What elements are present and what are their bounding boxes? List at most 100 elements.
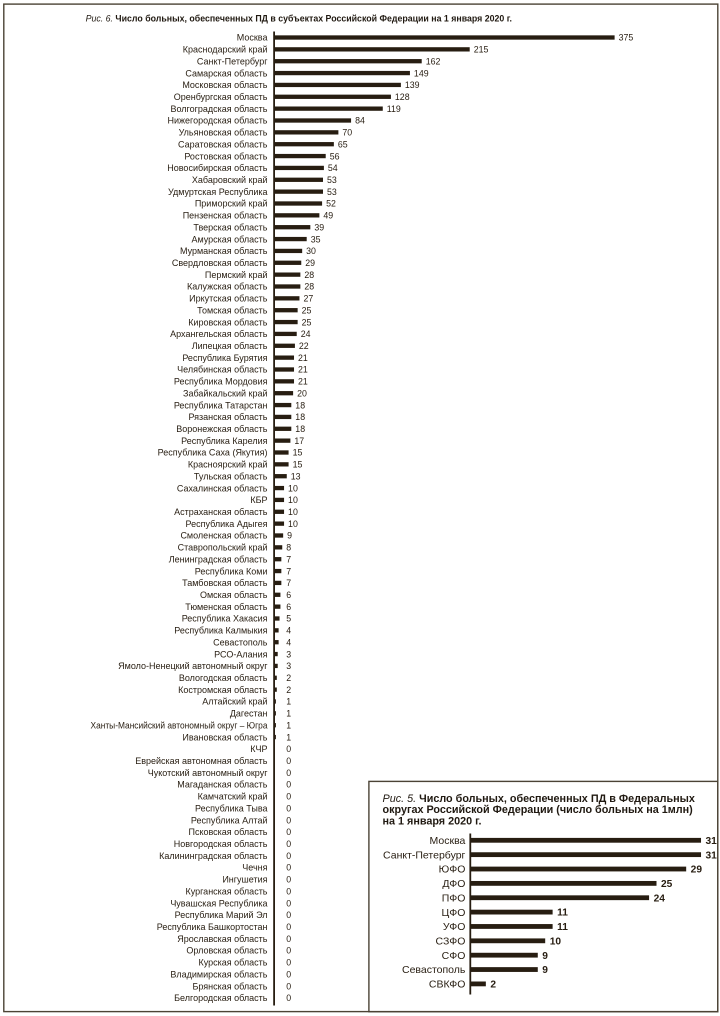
svg-text:Ленинградская область: Ленинградская область (169, 554, 268, 564)
svg-text:0: 0 (286, 851, 291, 861)
svg-text:Саратовская область: Саратовская область (178, 139, 268, 149)
svg-text:139: 139 (405, 80, 420, 90)
svg-text:22: 22 (299, 341, 309, 351)
svg-text:Оренбургская область: Оренбургская область (174, 92, 268, 102)
svg-text:Магаданская область: Магаданская область (177, 780, 268, 790)
svg-text:28: 28 (304, 270, 314, 280)
svg-text:Нижегородская область: Нижегородская область (167, 116, 267, 126)
svg-text:Ямоло-Ненецкий автономный окру: Ямоло-Ненецкий автономный округ (118, 661, 268, 671)
svg-text:округах Российской Федерации (: округах Российской Федерации (число боль… (383, 804, 694, 816)
svg-text:Ингушетия: Ингушетия (222, 875, 267, 885)
svg-text:0: 0 (286, 780, 291, 790)
svg-text:0: 0 (286, 958, 291, 968)
svg-text:ЦФО: ЦФО (441, 907, 465, 919)
svg-text:Калининградская область: Калининградская область (159, 851, 268, 861)
svg-text:Республика Адыгея: Республика Адыгея (186, 519, 268, 529)
svg-text:Санкт-Петербург: Санкт-Петербург (383, 849, 466, 861)
svg-text:Амурская область: Амурская область (191, 234, 267, 244)
svg-text:Сахалинская область: Сахалинская область (177, 483, 268, 493)
svg-text:4: 4 (286, 637, 291, 647)
svg-text:Республика Коми: Республика Коми (195, 566, 268, 576)
svg-text:6: 6 (286, 602, 291, 612)
svg-text:24: 24 (654, 893, 666, 904)
svg-text:Чукотский автономный округ: Чукотский автономный округ (148, 768, 268, 778)
svg-text:Республика Хакасия: Республика Хакасия (182, 614, 268, 624)
svg-text:ЮФО: ЮФО (439, 864, 466, 876)
svg-text:0: 0 (286, 886, 291, 896)
svg-text:30: 30 (306, 246, 316, 256)
svg-text:21: 21 (298, 377, 308, 387)
svg-text:0: 0 (286, 803, 291, 813)
svg-text:5: 5 (286, 614, 291, 624)
svg-text:ДФО: ДФО (442, 878, 465, 890)
svg-text:17: 17 (294, 436, 304, 446)
svg-text:7: 7 (286, 566, 291, 576)
svg-text:Рис. 5. Число больных, обеспеч: Рис. 5. Число больных, обеспеченных ПД в… (383, 793, 695, 805)
svg-text:0: 0 (286, 839, 291, 849)
svg-text:Москва: Москва (430, 835, 466, 847)
svg-text:149: 149 (414, 68, 429, 78)
svg-text:Республика Бурятия: Республика Бурятия (182, 353, 267, 363)
svg-text:0: 0 (286, 993, 291, 1003)
svg-text:Алтайский край: Алтайский край (202, 697, 267, 707)
svg-text:Орловская область: Орловская область (186, 946, 267, 956)
svg-text:0: 0 (286, 827, 291, 837)
svg-text:0: 0 (286, 815, 291, 825)
svg-text:Чечня: Чечня (242, 863, 267, 873)
svg-text:Краснодарский край: Краснодарский край (183, 45, 268, 55)
svg-text:Костромская область: Костромская область (178, 685, 268, 695)
svg-text:Владимирская область: Владимирская область (170, 969, 267, 979)
svg-text:29: 29 (305, 258, 315, 268)
svg-text:Удмуртская Республика: Удмуртская Республика (168, 187, 268, 197)
svg-text:18: 18 (295, 412, 305, 422)
svg-text:10: 10 (550, 936, 562, 947)
svg-text:2: 2 (286, 673, 291, 683)
svg-text:21: 21 (298, 365, 308, 375)
svg-text:Курская область: Курская область (199, 958, 268, 968)
svg-text:Рязанская область: Рязанская область (188, 412, 267, 422)
svg-text:15: 15 (293, 460, 303, 470)
svg-text:1: 1 (286, 732, 291, 742)
svg-text:Курганская область: Курганская область (185, 886, 267, 896)
svg-text:Ивановская область: Ивановская область (182, 732, 267, 742)
svg-text:КБР: КБР (250, 495, 267, 505)
svg-text:Республика Башкортостан: Республика Башкортостан (157, 922, 268, 932)
svg-text:2: 2 (490, 980, 496, 991)
svg-text:21: 21 (298, 353, 308, 363)
svg-text:Томская область: Томская область (197, 305, 268, 315)
svg-text:27: 27 (303, 294, 313, 304)
svg-text:0: 0 (286, 792, 291, 802)
svg-text:49: 49 (323, 211, 333, 221)
svg-text:9: 9 (287, 531, 292, 541)
svg-text:Иркутская область: Иркутская область (189, 294, 268, 304)
svg-text:Калужская область: Калужская область (187, 282, 268, 292)
svg-text:11: 11 (557, 908, 568, 919)
svg-text:31: 31 (706, 850, 718, 861)
svg-text:Республика Тыва: Республика Тыва (195, 803, 268, 813)
svg-text:УФО: УФО (443, 921, 465, 933)
svg-text:Тверская область: Тверская область (193, 222, 267, 232)
svg-text:на 1 января 2020 г.: на 1 января 2020 г. (383, 815, 482, 827)
svg-text:Архангельская область: Архангельская область (170, 329, 268, 339)
svg-text:6: 6 (286, 590, 291, 600)
svg-text:35: 35 (311, 234, 321, 244)
svg-text:18: 18 (295, 400, 305, 410)
svg-text:Новгородская область: Новгородская область (174, 839, 268, 849)
svg-text:Севастополь: Севастополь (213, 637, 268, 647)
svg-text:53: 53 (327, 175, 337, 185)
svg-text:3: 3 (286, 661, 291, 671)
svg-text:Новосибирская область: Новосибирская область (167, 163, 268, 173)
svg-text:Республика Мордовия: Республика Мордовия (174, 377, 268, 387)
svg-text:ПФО: ПФО (442, 892, 466, 904)
svg-text:0: 0 (286, 922, 291, 932)
svg-text:Ярославская область: Ярославская область (177, 934, 268, 944)
svg-text:Республика Марий Эл: Республика Марий Эл (175, 910, 268, 920)
svg-text:КЧР: КЧР (250, 744, 267, 754)
svg-text:Тамбовская область: Тамбовская область (182, 578, 268, 588)
svg-text:Кировская область: Кировская область (188, 317, 268, 327)
svg-text:0: 0 (286, 875, 291, 885)
svg-text:Пензенская область: Пензенская область (183, 211, 268, 221)
svg-text:28: 28 (304, 282, 314, 292)
svg-text:Самарская область: Самарская область (185, 68, 267, 78)
svg-text:Приморский край: Приморский край (195, 199, 268, 209)
